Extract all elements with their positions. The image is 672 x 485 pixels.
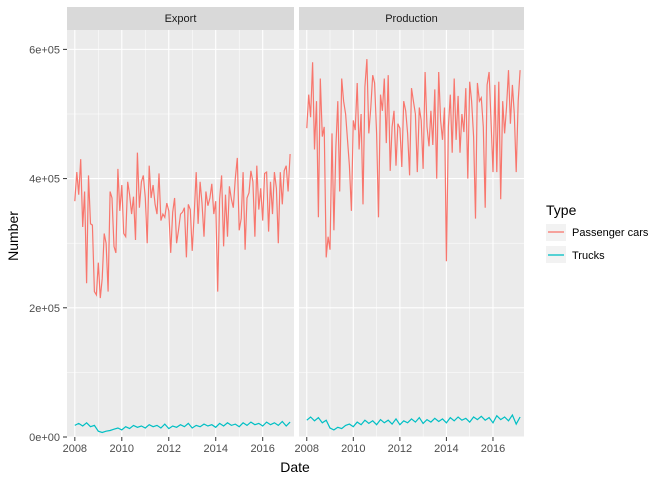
- x-tick-label: 2008: [63, 443, 87, 455]
- facet-strip-production: [299, 7, 524, 30]
- legend-label-passenger-cars: Passenger cars: [572, 227, 649, 239]
- facet-layer: Export Production: [67, 7, 524, 438]
- x-tick-label: 2012: [157, 443, 181, 455]
- series-line-passenger-cars-production: [306, 59, 521, 262]
- x-tick-label: 2010: [341, 443, 365, 455]
- axis-layer: 2008 2010 2012 2014 2016 0e+00 2e+05 4e+05 6e+05…: [29, 44, 505, 455]
- x-axis-title: Date: [280, 459, 310, 475]
- x-tick-label: 2014: [434, 443, 458, 455]
- x-tick-label: 2016: [481, 443, 505, 455]
- x-tick-label: 2014: [203, 443, 227, 455]
- x-tick-label: 2016: [250, 443, 274, 455]
- x-tick-label: 2012: [388, 443, 412, 455]
- x-tick-label: 2010: [110, 443, 134, 455]
- series-line-trucks-production: [306, 413, 521, 431]
- panel-production: Production: [299, 7, 524, 438]
- legend-title: Type: [546, 202, 577, 218]
- facet-strip-export: [67, 7, 294, 30]
- legend-label-trucks: Trucks: [572, 250, 605, 262]
- y-tick-label: 4e+05: [29, 174, 60, 186]
- series-line-trucks-export: [74, 420, 291, 434]
- y-tick-label: 0e+00: [29, 432, 60, 444]
- facet-label-export: Export: [165, 13, 197, 25]
- y-tick-label: 2e+05: [29, 303, 60, 315]
- panel-background: [67, 30, 294, 437]
- series-line-passenger-cars-export: [74, 152, 291, 299]
- x-tick-label: 2008: [295, 443, 319, 455]
- y-axis-title: Number: [5, 211, 21, 261]
- y-tick-label: 6e+05: [29, 44, 60, 56]
- facet-label-production: Production: [385, 13, 438, 25]
- legend: Type Passenger cars Trucks: [546, 202, 649, 263]
- panel-export: Export: [67, 7, 294, 438]
